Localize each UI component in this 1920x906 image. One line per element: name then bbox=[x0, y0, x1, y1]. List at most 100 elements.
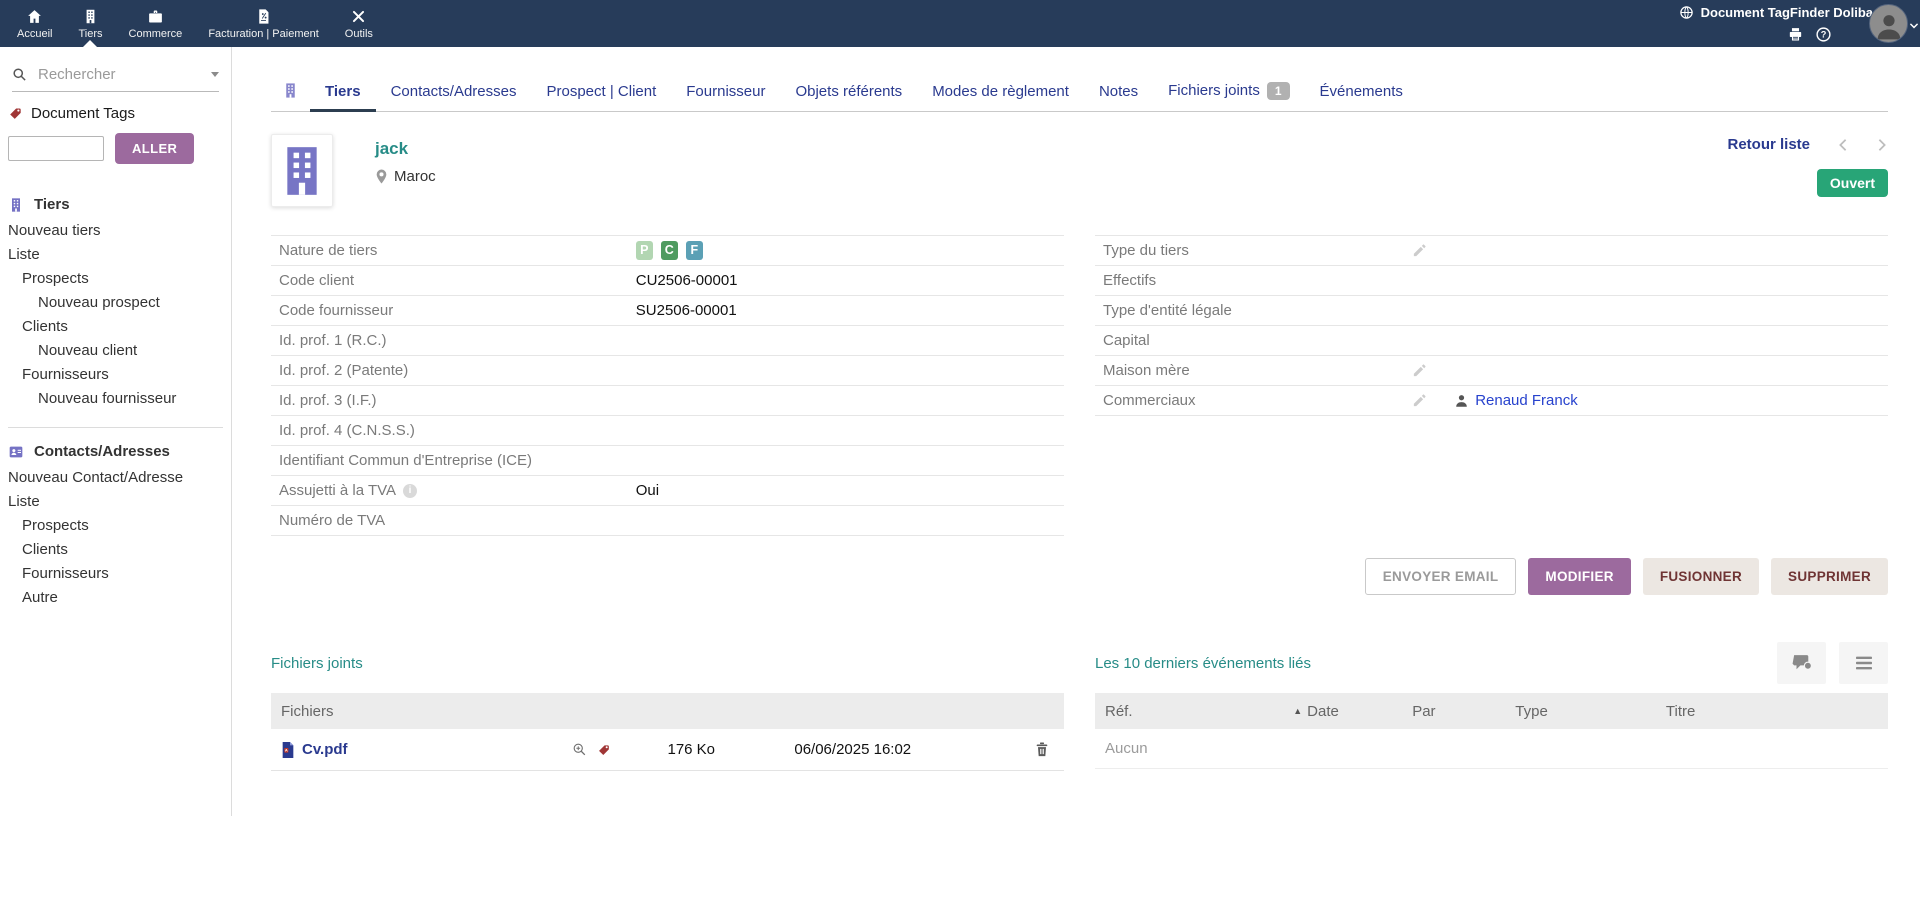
preview-zoom-icon[interactable] bbox=[572, 742, 587, 757]
menu-item-commerce[interactable]: Commerce bbox=[116, 0, 196, 47]
detail-row-idprof2: Id. prof. 2 (Patente) bbox=[271, 356, 1064, 386]
tab-evenements[interactable]: Événements bbox=[1319, 83, 1403, 100]
modify-button[interactable]: MODIFIER bbox=[1528, 558, 1631, 595]
sidebar-item-contacts-fournisseurs[interactable]: Fournisseurs bbox=[22, 564, 109, 582]
card-tabs: Tiers Contacts/Adresses Prospect | Clien… bbox=[271, 73, 1888, 112]
detail-row-entite-legale: Type d'entité légale bbox=[1095, 296, 1888, 326]
detail-row-numero-tva: Numéro de TVA bbox=[271, 506, 1064, 536]
tab-modes-reglement[interactable]: Modes de règlement bbox=[932, 83, 1069, 100]
previous-record-chevron[interactable] bbox=[1837, 138, 1849, 152]
tab-notes[interactable]: Notes bbox=[1098, 83, 1139, 100]
details-table-right: Type du tiers Effectifs Type d'entité lé… bbox=[1095, 235, 1888, 416]
menu-item-facturation[interactable]: Facturation | Paiement bbox=[195, 0, 331, 47]
tab-picto[interactable] bbox=[271, 75, 310, 112]
company-brand[interactable]: Document TagFinder Doliba bbox=[1679, 5, 1890, 20]
sidebar-section-tiers: Tiers Nouveau tiers Liste Prospects Nouv… bbox=[0, 196, 231, 410]
go-button[interactable]: ALLER bbox=[115, 133, 195, 164]
delete-button[interactable]: SUPPRIMER bbox=[1771, 558, 1888, 595]
topbar-quick-icons: ? bbox=[1787, 26, 1832, 43]
sidebar-item-contacts-clients[interactable]: Clients bbox=[22, 540, 68, 558]
menu-item-tiers[interactable]: Tiers bbox=[65, 0, 115, 47]
tab-fichiers-joints[interactable]: Fichiers joints 1 bbox=[1153, 73, 1304, 112]
sidebar-item-fournisseurs[interactable]: Fournisseurs bbox=[22, 365, 109, 383]
user-menu-chevron[interactable] bbox=[1909, 17, 1919, 34]
tab-objets-referents[interactable]: Objets référents bbox=[795, 83, 903, 100]
sidebar-item-nouveau-prospect[interactable]: Nouveau prospect bbox=[38, 293, 160, 311]
detail-row-maison-mere: Maison mère bbox=[1095, 356, 1888, 386]
tab-contacts-adresses[interactable]: Contacts/Adresses bbox=[390, 83, 517, 100]
file-date: 06/06/2025 16:02 bbox=[794, 741, 912, 758]
sidebar-item-liste-tiers[interactable]: Liste bbox=[8, 245, 40, 263]
top-menu-bar: Accueil Tiers Commerce Facturation | Pai… bbox=[0, 0, 1920, 47]
events-section: Les 10 derniers événements liés Réf. ▲ Da… bbox=[1095, 641, 1888, 769]
sidebar-item-nouveau-contact[interactable]: Nouveau Contact/Adresse bbox=[8, 468, 184, 486]
menu-item-accueil[interactable]: Accueil bbox=[4, 0, 65, 47]
printer-icon[interactable] bbox=[1787, 26, 1804, 43]
help-icon[interactable]: ? bbox=[1815, 26, 1832, 43]
sidebar-item-nouveau-client[interactable]: Nouveau client bbox=[38, 341, 138, 359]
tab-fournisseur[interactable]: Fournisseur bbox=[686, 83, 766, 100]
person-icon bbox=[1456, 395, 1467, 407]
detail-label: Maison mère bbox=[1103, 362, 1190, 379]
sidebar-item-nouveau-fournisseur[interactable]: Nouveau fournisseur bbox=[38, 389, 177, 407]
events-column-titre[interactable]: Titre bbox=[1665, 702, 1696, 720]
tag-icon[interactable] bbox=[597, 743, 611, 757]
location-label: Maroc bbox=[394, 168, 436, 185]
sidebar-item-clients[interactable]: Clients bbox=[22, 317, 68, 335]
attachments-table-header: Fichiers bbox=[271, 693, 1064, 729]
sidebar-title-tiers[interactable]: Tiers bbox=[0, 196, 231, 218]
menu-item-outils[interactable]: Outils bbox=[332, 0, 386, 47]
sidebar-item-liste-contacts[interactable]: Liste bbox=[8, 492, 40, 510]
topbar-right: Document TagFinder Doliba ? bbox=[1520, 0, 1920, 47]
next-record-chevron[interactable] bbox=[1876, 138, 1888, 152]
events-column-date[interactable]: ▲ Date bbox=[1293, 703, 1412, 720]
menu-item-label: Commerce bbox=[128, 27, 183, 40]
detail-label: Numéro de TVA bbox=[279, 512, 386, 529]
edit-pencil-icon[interactable] bbox=[1412, 243, 1427, 258]
detail-row-type-tiers: Type du tiers bbox=[1095, 236, 1888, 266]
search-input[interactable] bbox=[36, 65, 211, 84]
sort-asc-icon: ▲ bbox=[1293, 706, 1303, 716]
search-dropdown-caret[interactable] bbox=[211, 72, 219, 77]
events-column-par[interactable]: Par bbox=[1412, 702, 1436, 720]
event-list-button[interactable] bbox=[1839, 642, 1888, 684]
events-column-type[interactable]: Type bbox=[1515, 702, 1548, 720]
edit-pencil-icon[interactable] bbox=[1412, 393, 1427, 408]
detail-row-capital: Capital bbox=[1095, 326, 1888, 356]
detail-row-commerciaux: Commerciaux Renaud Franck bbox=[1095, 386, 1888, 416]
back-to-list-link[interactable]: Retour liste bbox=[1727, 136, 1810, 153]
trash-icon[interactable] bbox=[1034, 741, 1050, 758]
user-avatar[interactable] bbox=[1869, 4, 1908, 43]
merge-button[interactable]: FUSIONNER bbox=[1642, 558, 1760, 595]
tag-search-input[interactable] bbox=[8, 136, 104, 161]
events-column-date-label: Date bbox=[1307, 702, 1339, 720]
events-column-ref[interactable]: Réf. bbox=[1105, 702, 1133, 720]
sidebar-item-prospects[interactable]: Prospects bbox=[22, 269, 89, 287]
sidebar-item-contacts-autre[interactable]: Autre bbox=[22, 588, 58, 606]
detail-label: Id. prof. 3 (I.F.) bbox=[279, 392, 377, 409]
page-title: jack bbox=[375, 139, 409, 158]
tab-tiers[interactable]: Tiers bbox=[310, 74, 376, 112]
sales-rep-link[interactable]: Renaud Franck bbox=[1475, 392, 1578, 409]
tab-prospect-client[interactable]: Prospect | Client bbox=[546, 83, 657, 100]
sidebar-item-nouveau-tiers[interactable]: Nouveau tiers bbox=[8, 221, 101, 239]
add-event-message-button[interactable] bbox=[1777, 642, 1826, 684]
file-name-link[interactable]: Cv.pdf bbox=[302, 741, 348, 758]
briefcase-icon bbox=[149, 9, 162, 23]
record-header-right: Retour liste Ouvert bbox=[1727, 134, 1888, 197]
events-empty-row: Aucun bbox=[1095, 729, 1888, 769]
person-icon bbox=[1877, 15, 1900, 40]
attachments-section: Fichiers joints Fichiers A Cv.pdf 176 Ko bbox=[271, 641, 1064, 771]
edit-pencil-icon[interactable] bbox=[1412, 363, 1427, 378]
detail-label: Id. prof. 4 (C.N.S.S.) bbox=[279, 422, 415, 439]
detail-label: Type d'entité légale bbox=[1103, 302, 1232, 319]
sidebar-item-contacts-prospects[interactable]: Prospects bbox=[22, 516, 89, 534]
sidebar-title-contacts[interactable]: Contacts/Adresses bbox=[0, 443, 231, 465]
send-email-button[interactable]: ENVOYER EMAIL bbox=[1364, 558, 1517, 595]
building-icon bbox=[12, 197, 20, 212]
files-column-header: Fichiers bbox=[281, 702, 334, 720]
building-icon bbox=[287, 146, 317, 195]
hamburger-list-icon bbox=[1855, 656, 1872, 670]
